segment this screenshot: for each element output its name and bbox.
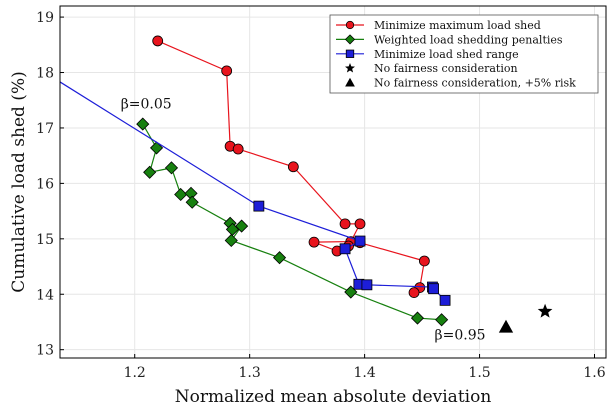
y-tick-label: 13 <box>36 343 54 359</box>
y-tick-label: 19 <box>36 10 54 26</box>
data-point <box>233 144 243 154</box>
legend-label: Weighted load shedding penalties <box>374 33 563 46</box>
x-tick-label: 1.2 <box>124 365 146 381</box>
data-point <box>409 288 419 298</box>
data-point <box>355 219 365 229</box>
legend-label: No fairness consideration, +5% risk <box>374 77 576 90</box>
data-point <box>153 36 163 46</box>
legend-label: Minimize maximum load shed <box>374 19 541 32</box>
data-point <box>254 201 264 211</box>
x-tick-label: 1.4 <box>353 365 375 381</box>
x-tick-label: 1.6 <box>583 365 605 381</box>
legend-label: No fairness consideration <box>374 62 518 75</box>
y-axis-label: Cumulative load shed (%) <box>9 71 29 292</box>
data-point <box>429 284 439 294</box>
x-axis-label: Normalized mean absolute deviation <box>175 387 492 407</box>
data-point <box>309 237 319 247</box>
legend-marker <box>346 50 354 58</box>
x-tick-label: 1.5 <box>468 365 490 381</box>
data-point <box>419 256 429 266</box>
y-tick-label: 18 <box>36 66 54 82</box>
annotation-label: β=0.95 <box>435 328 486 344</box>
y-tick-label: 15 <box>36 232 54 248</box>
data-point <box>340 219 350 229</box>
legend-marker <box>346 21 354 29</box>
annotation-label: β=0.05 <box>121 97 172 113</box>
y-tick-label: 14 <box>36 287 54 303</box>
y-tick-label: 16 <box>36 176 54 192</box>
data-point <box>222 66 232 76</box>
data-point <box>288 162 298 172</box>
data-point <box>340 244 350 254</box>
data-point <box>362 280 372 290</box>
data-point <box>355 236 365 246</box>
x-tick-label: 1.3 <box>239 365 261 381</box>
data-point <box>440 295 450 305</box>
legend-label: Minimize load shed range <box>374 48 519 61</box>
y-tick-label: 17 <box>36 121 54 137</box>
